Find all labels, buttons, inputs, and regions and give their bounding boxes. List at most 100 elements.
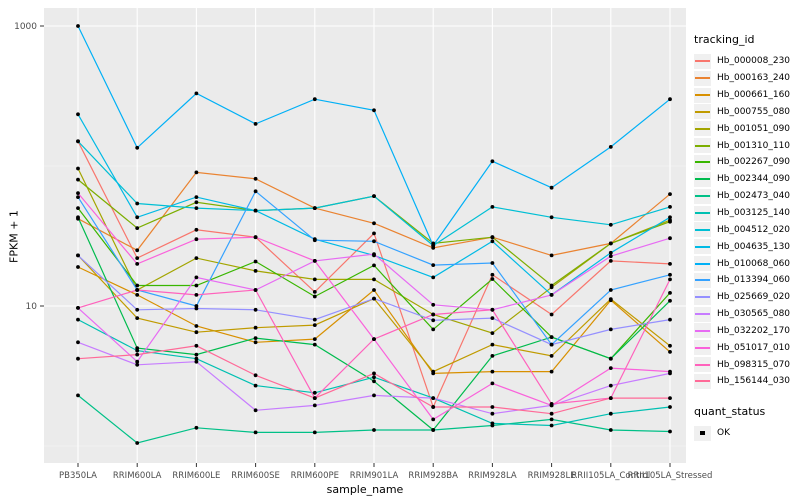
data-point [194, 324, 199, 328]
data-point [431, 405, 436, 409]
legend-items: Hb_000008_230 Hb_000163_240 Hb_000661_160 H… [694, 53, 798, 390]
legend-item: Hb_000163_240 [694, 70, 798, 87]
x-tick-label: RRII105LA_Control [571, 471, 650, 481]
data-point [490, 411, 495, 416]
legend-item: Hb_003125_140 [694, 205, 798, 222]
x-tick-label: RRIM600LA [113, 471, 162, 481]
data-point [194, 352, 199, 357]
legend-swatch-line [695, 212, 710, 215]
data-point [76, 195, 80, 200]
data-point [549, 342, 554, 347]
legend-key [694, 306, 711, 322]
data-point [668, 317, 672, 322]
data-point [312, 277, 317, 282]
legend-item: Hb_098315_070 [694, 356, 798, 373]
data-point [608, 356, 613, 361]
data-point [76, 215, 80, 220]
y-axis-title: FPKM + 1 [7, 210, 21, 263]
data-point [194, 170, 199, 175]
legend-swatch-line [695, 296, 710, 299]
data-point [135, 362, 140, 367]
legend-item: Hb_002344_090 [694, 171, 798, 188]
data-point [253, 259, 258, 264]
x-tick-label: RRIM928BA [408, 471, 458, 481]
data-point [194, 359, 199, 364]
data-point [194, 91, 199, 96]
data-point [372, 288, 376, 292]
legend-item-label: Hb_030565_080 [717, 309, 791, 320]
data-point [490, 239, 495, 244]
data-point [194, 275, 199, 280]
data-point [608, 145, 613, 149]
legend-item-label: Hb_000008_230 [717, 56, 791, 67]
data-point [312, 342, 317, 347]
data-point [608, 327, 613, 332]
data-point [608, 396, 613, 400]
x-tick-label: RRIM928LA [468, 471, 517, 481]
data-point [194, 283, 199, 288]
legend-item: Hb_000008_230 [694, 53, 798, 70]
data-point [608, 297, 613, 301]
data-point [549, 411, 554, 416]
x-tick-label: RRIM600SE [231, 471, 280, 481]
data-point [194, 306, 199, 311]
legend-key [694, 53, 711, 69]
data-point [312, 259, 317, 263]
data-point [668, 405, 672, 409]
data-point [431, 369, 436, 374]
y-tick-label: 10 [26, 302, 38, 312]
legend-item-label: Hb_025669_020 [717, 292, 791, 303]
data-point [490, 331, 495, 335]
quant-legend-key [694, 425, 711, 441]
legend-swatch-line [695, 380, 710, 383]
data-point [608, 383, 613, 388]
data-point [490, 277, 495, 281]
data-point [253, 408, 258, 413]
data-point [312, 317, 317, 322]
data-point [76, 306, 80, 310]
legend-key [694, 87, 711, 103]
data-point [253, 235, 258, 240]
legend-key [694, 138, 711, 154]
legend-item-label: Hb_000755_080 [717, 106, 791, 117]
legend-key [694, 222, 711, 238]
legend-swatch-line [695, 144, 710, 147]
ok-point-icon [700, 431, 705, 436]
data-point [490, 342, 495, 347]
data-point [312, 430, 317, 435]
data-point [312, 290, 317, 294]
legend-item: Hb_000755_080 [694, 104, 798, 121]
data-point [490, 272, 495, 277]
legend-swatch-line [695, 228, 710, 231]
data-point [76, 317, 80, 322]
legend-key [694, 373, 711, 389]
data-point [549, 293, 554, 297]
legend-item: Hb_013394_060 [694, 272, 798, 289]
data-point [253, 269, 258, 273]
data-point [194, 227, 199, 232]
quant-legend-title: quant_status [694, 404, 766, 418]
data-point [372, 375, 376, 380]
data-point [372, 393, 376, 398]
data-point [608, 428, 613, 432]
x-tick-label: RRIM901LA [350, 471, 399, 481]
data-point [76, 393, 80, 398]
data-point [76, 139, 80, 144]
legend-key [694, 205, 711, 221]
data-point [608, 250, 613, 255]
data-point [76, 191, 80, 196]
legend-swatch-line [695, 363, 710, 366]
data-point [253, 383, 258, 388]
data-point [312, 403, 317, 408]
legend-key [694, 256, 711, 272]
quant-item-label: OK [717, 428, 730, 439]
data-point [194, 195, 199, 200]
legend-item: Hb_156144_030 [694, 373, 798, 390]
data-point [549, 402, 554, 406]
data-point [312, 390, 317, 395]
data-point [135, 226, 140, 231]
data-point [490, 307, 495, 312]
data-point [668, 396, 672, 400]
data-point [431, 396, 436, 400]
